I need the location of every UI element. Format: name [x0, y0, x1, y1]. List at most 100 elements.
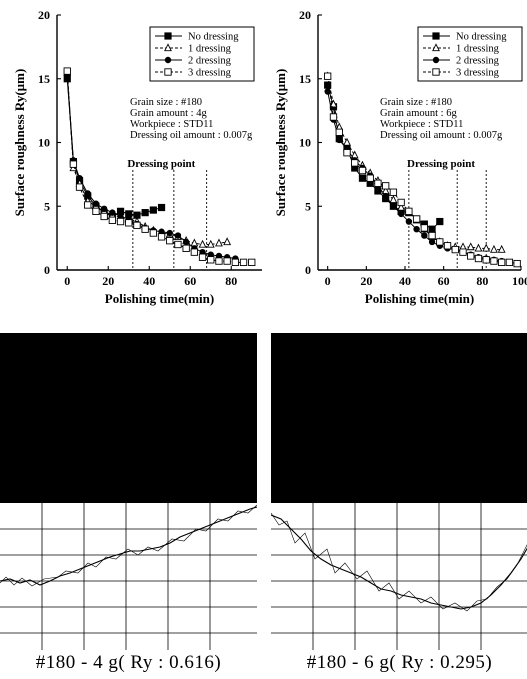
- data-point: [324, 72, 332, 80]
- data-point: [248, 258, 256, 266]
- data-point: [174, 240, 182, 249]
- data-point: [335, 128, 343, 136]
- roughness-chart-4g: 0 5 10 15 20 0 20 40 60 80 Polishing time(min) Surf…: [12, 8, 262, 306]
- data-point: [490, 244, 498, 253]
- data-point: [174, 232, 182, 239]
- data-point: [223, 257, 231, 265]
- data-point: [467, 252, 475, 260]
- profile-trace-4g: [0, 503, 257, 650]
- data-point: [198, 239, 207, 248]
- x-tick-label: 80: [225, 274, 237, 288]
- data-point: [109, 209, 116, 216]
- legend-marker: [432, 68, 440, 76]
- data-point: [358, 166, 367, 175]
- annotation-text: Grain amount : 6g: [380, 108, 457, 119]
- y-tick-label: 20: [299, 8, 311, 22]
- data-point: [389, 188, 398, 196]
- legend-marker: [164, 43, 172, 52]
- annotation-text: Dressing oil amount : 0.007g: [130, 130, 253, 141]
- profile-trace-6g: [271, 503, 527, 650]
- legend-label: 3 dressing: [456, 68, 500, 79]
- y-axis-label: Surface roughness Ry(µm): [273, 69, 288, 217]
- x-tick-label: 60: [438, 274, 450, 288]
- series-line: [66, 76, 236, 260]
- x-tick-label: 20: [360, 274, 372, 288]
- data-point: [149, 206, 157, 214]
- x-tick-label: 60: [184, 274, 196, 288]
- y-tick-label: 5: [44, 199, 50, 213]
- data-point: [497, 244, 506, 253]
- legend-marker: [164, 56, 172, 64]
- data-point: [125, 219, 133, 227]
- data-point: [157, 203, 166, 212]
- legend-label: 1 dressing: [188, 44, 232, 55]
- data-point: [182, 244, 190, 252]
- dressing-point-label: Dressing point: [407, 158, 475, 170]
- x-tick-label: 100: [512, 274, 527, 288]
- data-point: [141, 225, 149, 233]
- x-tick-label: 40: [399, 274, 411, 288]
- legend-label: 2 dressing: [188, 56, 232, 67]
- data-point: [498, 258, 506, 266]
- caption-6g: #180 - 6 g( Ry : 0.295): [306, 652, 493, 673]
- data-point: [397, 210, 405, 218]
- data-point: [428, 225, 436, 233]
- y-axis-label: Surface roughness Ry(µm): [12, 69, 27, 217]
- data-point: [459, 248, 467, 256]
- data-point: [474, 254, 483, 263]
- data-point: [92, 207, 100, 215]
- data-point: [358, 174, 367, 182]
- data-point: [405, 218, 413, 225]
- data-point: [133, 221, 141, 230]
- data-point: [374, 179, 382, 187]
- data-point: [443, 242, 452, 250]
- x-tick-label: 40: [143, 274, 155, 288]
- data-point: [382, 192, 389, 200]
- y-tick-label: 20: [38, 8, 50, 22]
- data-point: [466, 242, 475, 251]
- data-point: [206, 239, 215, 248]
- y-tick-label: 15: [299, 72, 311, 86]
- y-tick-label: 0: [305, 263, 311, 277]
- data-point: [389, 195, 398, 204]
- data-point: [100, 212, 108, 221]
- data-point: [75, 183, 84, 191]
- data-point: [505, 258, 514, 266]
- data-point: [405, 207, 413, 215]
- x-tick-label: 0: [325, 274, 331, 288]
- y-tick-label: 10: [38, 136, 50, 150]
- data-point: [157, 233, 166, 241]
- x-axis-label: Polishing time(min): [105, 291, 214, 306]
- data-point: [92, 200, 100, 207]
- data-point: [231, 258, 239, 266]
- legend-marker: [164, 32, 172, 40]
- data-point: [215, 238, 223, 247]
- data-point: [343, 149, 351, 157]
- dressing-point-label: Dressing point: [127, 158, 195, 170]
- y-tick-label: 0: [44, 263, 50, 277]
- data-point: [413, 225, 420, 233]
- surface-profile-4g: [0, 333, 257, 650]
- annotation-text: Dressing oil amount : 0.007g: [380, 130, 503, 141]
- data-point: [116, 217, 125, 226]
- data-point: [207, 256, 215, 264]
- annotation-text: Grain amount : 4g: [130, 108, 207, 119]
- data-point: [482, 243, 491, 252]
- legend-label: 2 dressing: [456, 56, 500, 67]
- x-axis-label: Polishing time(min): [365, 291, 474, 306]
- data-point: [397, 202, 406, 211]
- data-point: [84, 190, 91, 197]
- y-tick-label: 15: [38, 72, 50, 86]
- y-tick-label: 5: [305, 199, 311, 213]
- roughness-chart-6g: 0 5 10 15 20 0 20 40 60 80 100 Polishing time(min) S…: [273, 8, 527, 306]
- data-point: [336, 136, 343, 144]
- x-tick-label: 80: [476, 274, 488, 288]
- data-point: [329, 113, 338, 121]
- data-point: [215, 257, 223, 265]
- surface-profile-6g: [271, 333, 527, 650]
- legend-marker: [432, 32, 440, 40]
- data-point: [198, 253, 207, 261]
- data-point: [63, 67, 71, 75]
